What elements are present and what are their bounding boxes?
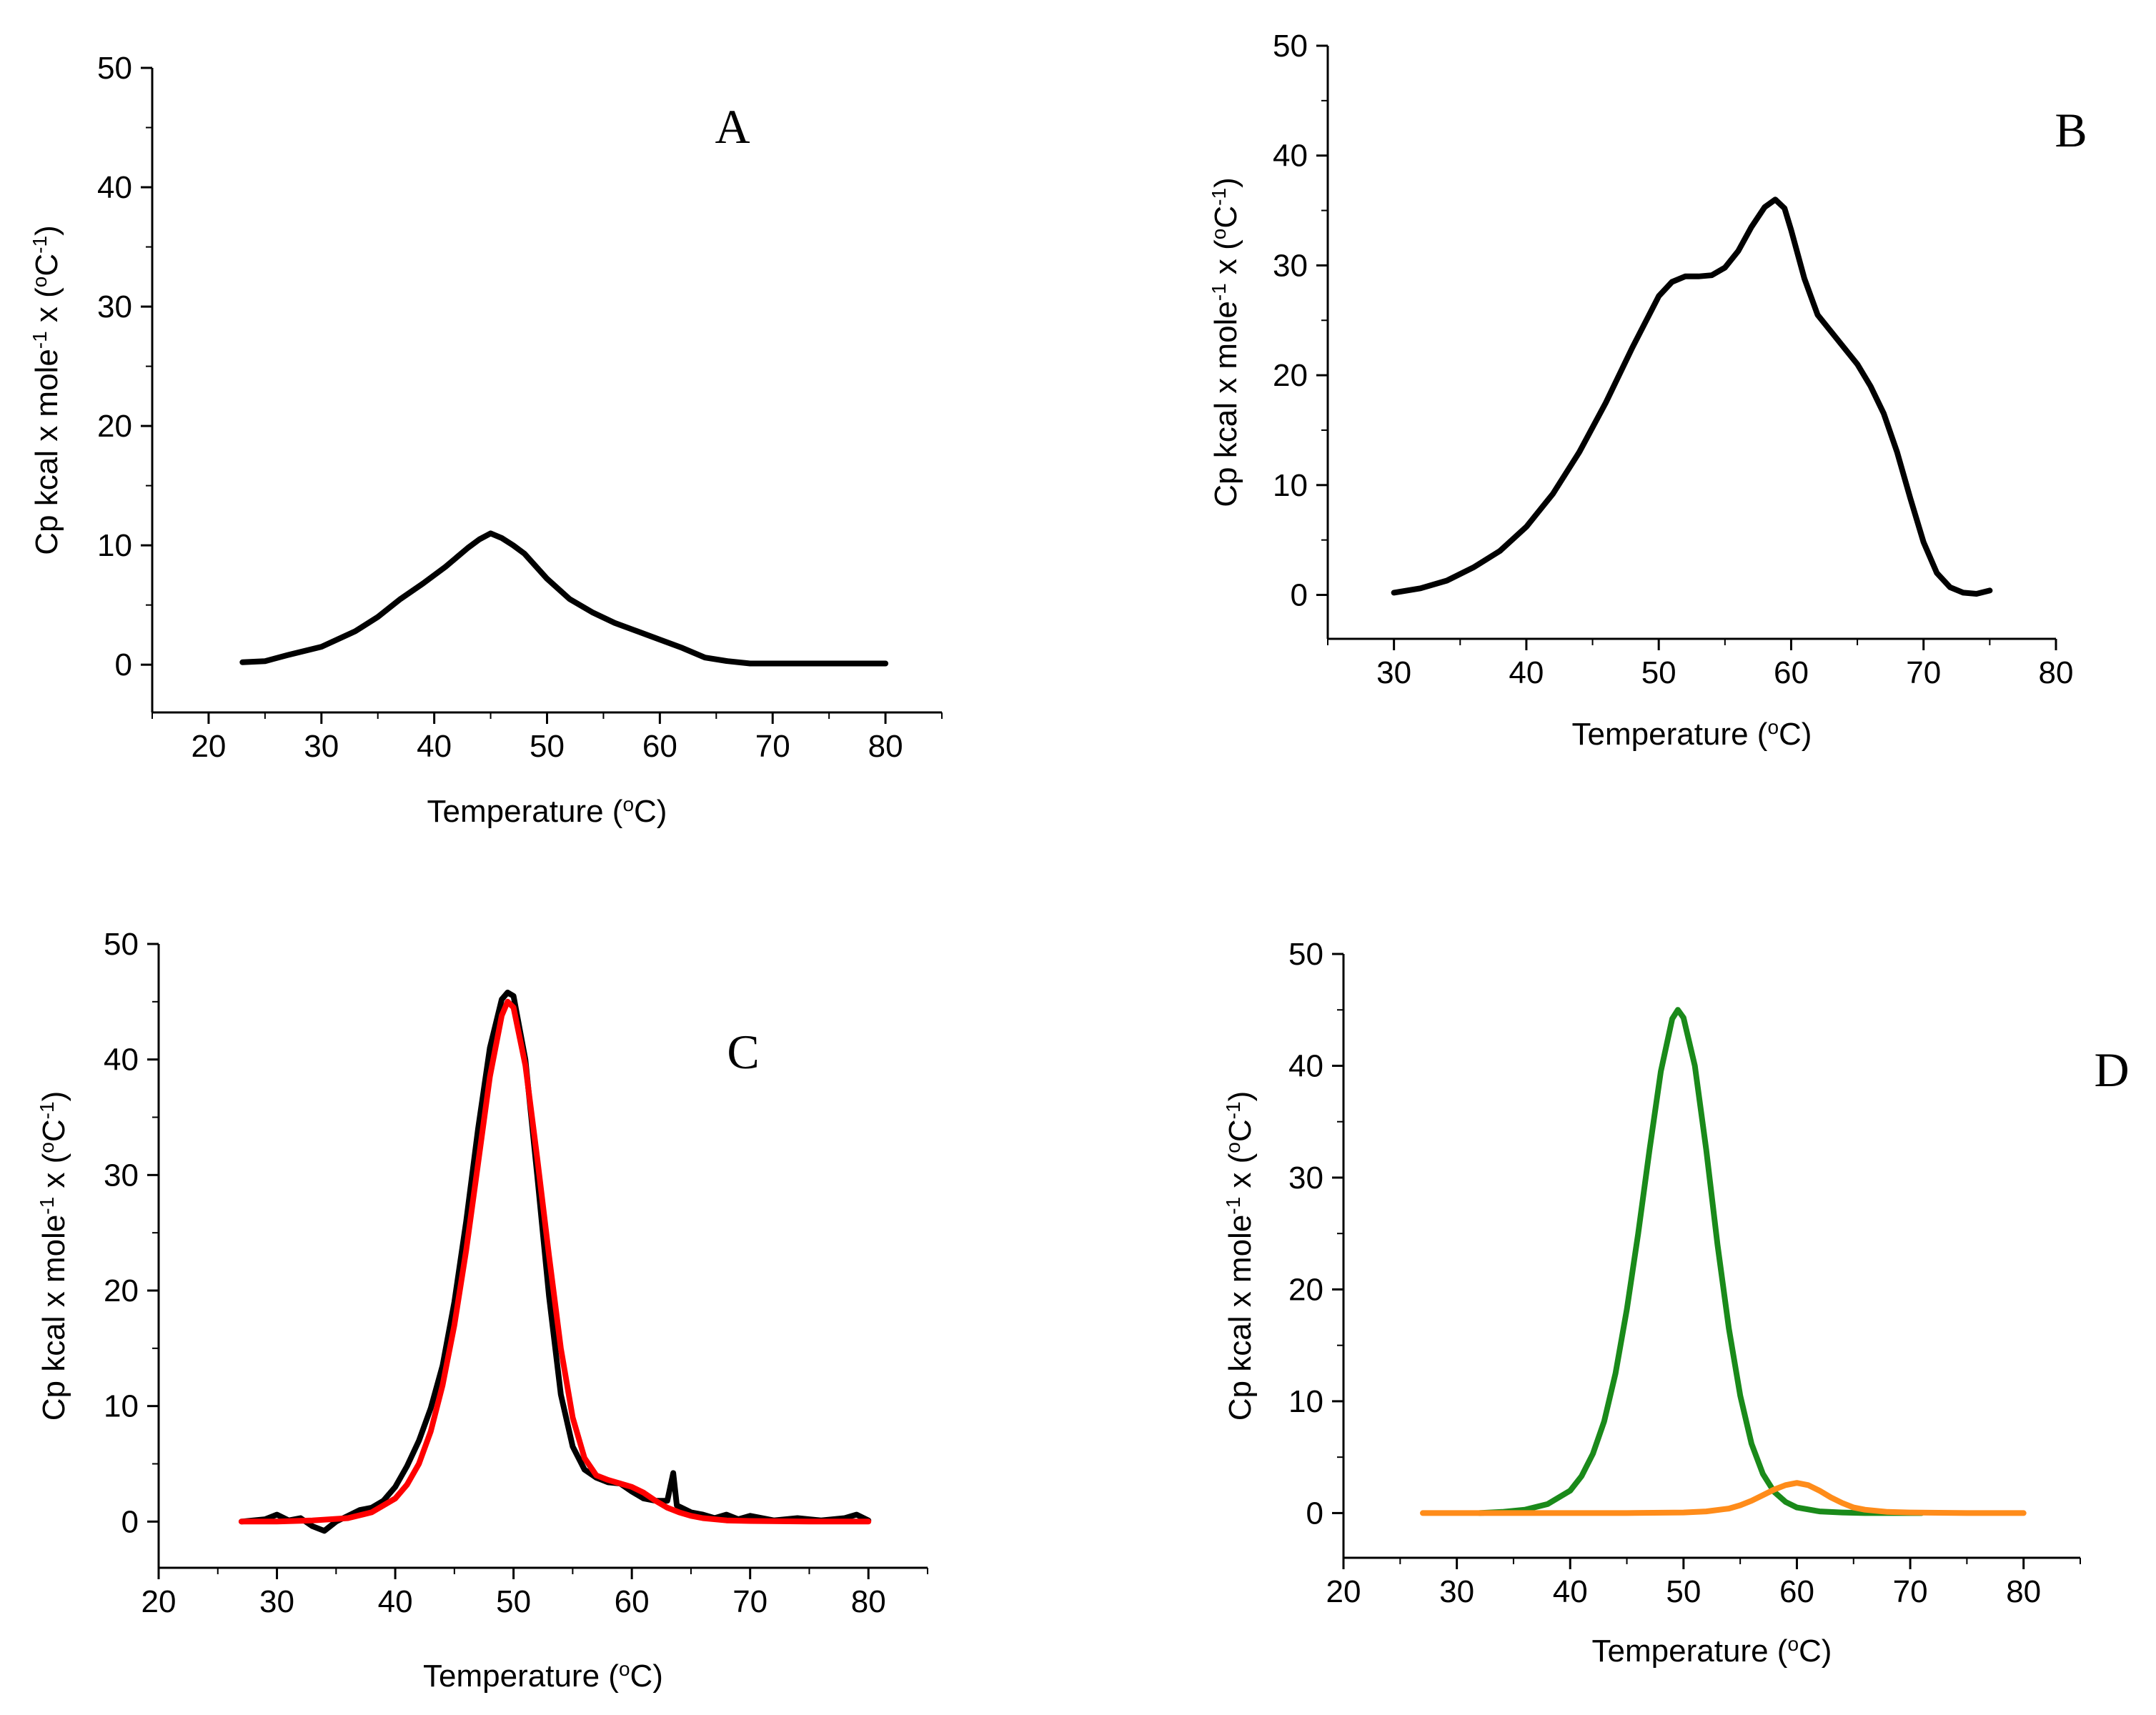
panel-b-y-tick-label: 50	[1273, 29, 1308, 64]
panel-c-x-tick-label: 40	[378, 1584, 413, 1619]
panel-b-x-axis-title: Temperature (oC)	[1572, 716, 1812, 752]
panel-a-x-tick-label: 50	[530, 729, 565, 764]
panel-a-y-tick-label: 20	[97, 409, 132, 444]
panel-c-y-tick-label: 20	[104, 1273, 139, 1308]
panel-d-x-tick-label: 50	[1666, 1574, 1701, 1609]
panel-d-series-component-1	[1476, 1007, 1924, 1516]
chart-panel-c: C 20 30 40 50 60 70 80 0 10 20 30 40 50 Temperature (…	[36, 927, 928, 1694]
panel-c-y-tick-label: 0	[121, 1504, 139, 1539]
panel-d-y-tick-label: 0	[1306, 1496, 1323, 1531]
panel-label-c: C	[727, 1025, 759, 1079]
panel-a-x-axis-title: Temperature (oC)	[427, 793, 667, 830]
panel-a-x-tick-label: 80	[868, 729, 903, 764]
panel-d-x-tick-label: 20	[1326, 1574, 1361, 1609]
panel-d-y-tick-label: 20	[1288, 1272, 1323, 1307]
panel-d-y-tick-label: 50	[1288, 937, 1323, 972]
panel-b-x-tick-label: 40	[1509, 655, 1544, 690]
panel-a-y-tick-label: 0	[115, 647, 132, 682]
panel-a-y-axis-title: Cp kcal x mole-1 x (oC-1)	[29, 225, 65, 555]
panel-d-y-tick-label: 40	[1288, 1048, 1323, 1083]
panel-c-x-tick-label: 30	[259, 1584, 294, 1619]
panel-d-x-tick-label: 70	[1893, 1574, 1928, 1609]
panel-b-y-tick-label: 40	[1273, 139, 1308, 174]
panel-c-x-tick-label: 60	[615, 1584, 650, 1619]
panel-a-x-tick-label: 20	[191, 729, 226, 764]
panel-b-series-b	[1391, 197, 1993, 597]
panel-c-x-tick-label: 20	[141, 1584, 177, 1619]
panel-c-x-tick-label: 50	[496, 1584, 531, 1619]
panel-c-x-tick-label: 70	[732, 1584, 767, 1619]
panel-b-y-axis-title: Cp kcal x mole-1 x (oC-1)	[1208, 177, 1244, 507]
panel-a-x-tick-label: 70	[755, 729, 790, 764]
panel-b-y-tick-label: 20	[1273, 358, 1308, 393]
panel-d-x-tick-label: 30	[1439, 1574, 1474, 1609]
panel-a-x-tick-label: 30	[304, 729, 339, 764]
chart-panel-b: B 30 40 50 60 70 80 0 10 20 30 40 50 Temperature (oC…	[1208, 29, 2087, 752]
panel-label-a: A	[715, 99, 750, 154]
panel-b-y-tick-label: 30	[1273, 248, 1308, 283]
panel-d-y-tick-label: 30	[1288, 1160, 1323, 1195]
panel-c-series-experimental	[238, 989, 872, 1534]
panel-b-x-tick-label: 80	[2039, 655, 2074, 690]
panel-c-y-tick-label: 30	[104, 1158, 139, 1193]
panel-c-x-tick-label: 80	[851, 1584, 886, 1619]
chart-panel-d: D 20 30 40 50 60 70 80 0 10 20 30 40 50 Temperature (…	[1222, 937, 2130, 1669]
panel-b-x-tick-label: 30	[1376, 655, 1411, 690]
panel-b-y-tick-label: 0	[1291, 578, 1308, 613]
panel-c-y-tick-label: 40	[104, 1043, 139, 1078]
panel-d-x-axis-title: Temperature (oC)	[1592, 1633, 1832, 1669]
panel-c-y-tick-label: 10	[104, 1389, 139, 1424]
panel-d-series-component-2	[1420, 1480, 2027, 1516]
panel-a-y-tick-label: 40	[97, 170, 132, 205]
panel-d-y-axis-title: Cp kcal x mole-1 x (oC-1)	[1222, 1091, 1258, 1421]
panel-c-y-tick-label: 50	[104, 927, 139, 962]
panel-label-d: D	[2094, 1043, 2129, 1097]
panel-a-y-tick-label: 10	[97, 528, 132, 563]
panel-d-x-tick-label: 80	[2006, 1574, 2041, 1609]
panel-c-y-axis-title: Cp kcal x mole-1 x (oC-1)	[36, 1091, 72, 1421]
panel-d-x-tick-label: 60	[1779, 1574, 1814, 1609]
panel-label-b: B	[2055, 103, 2087, 157]
panel-b-x-tick-label: 60	[1774, 655, 1809, 690]
panel-a-y-tick-label: 50	[97, 51, 132, 86]
panel-b-y-tick-label: 10	[1273, 468, 1308, 503]
panel-d-y-tick-label: 10	[1288, 1384, 1323, 1419]
panel-b-x-tick-label: 50	[1641, 655, 1676, 690]
panel-c-series-fit	[238, 998, 872, 1525]
panel-a-x-tick-label: 40	[417, 729, 452, 764]
panel-d-x-tick-label: 40	[1553, 1574, 1588, 1609]
panel-b-x-tick-label: 70	[1906, 655, 1941, 690]
chart-panel-a: A 20 30 40 50 60 70 80 0 10 20 30 40 50 Temperature (…	[29, 51, 943, 829]
panel-a-y-tick-label: 30	[97, 289, 132, 324]
panel-a-x-tick-label: 60	[642, 729, 677, 764]
panel-a-series-a	[239, 530, 889, 667]
panel-c-x-axis-title: Temperature (oC)	[423, 1658, 663, 1694]
